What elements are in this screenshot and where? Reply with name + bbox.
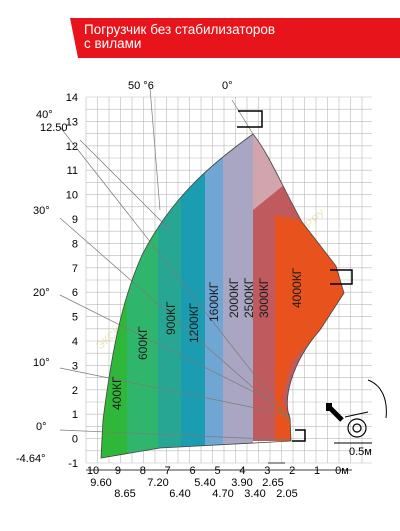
x-tick-label: 8 <box>140 465 146 477</box>
angle-20: 20° <box>33 287 50 299</box>
y-tick-label: 4 <box>72 336 78 348</box>
reach-6-40: 6.40 <box>169 488 190 500</box>
reach-3-40: 3.40 <box>244 488 265 500</box>
zone-400 <box>101 134 127 458</box>
x-tick-label: 4 <box>239 465 245 477</box>
zone-2000 <box>223 134 253 458</box>
reach-8-65: 8.65 <box>114 488 135 500</box>
reach-5-40: 5.40 <box>194 477 215 489</box>
chart-title: Погрузчик без стабилизаторов с вилами <box>84 22 276 51</box>
y-tick-label: -1 <box>68 458 78 470</box>
y-tick-label: 7 <box>72 263 78 275</box>
zone-label-4000: 4000КГ <box>290 267 304 308</box>
reach-labels: 9.60 8.65 7.20 6.40 5.40 4.70 3.90 3.40 … <box>90 477 297 500</box>
x-tick-label: 9 <box>115 465 121 477</box>
zone-label-1600: 1600КГ <box>207 281 221 322</box>
x-tick-label: 2 <box>289 465 295 477</box>
x-tick-label: 5 <box>214 465 220 477</box>
y-tick-label: 6 <box>72 287 78 299</box>
angle-top-zero: 0° <box>222 80 233 92</box>
x-tick-label: 0м <box>335 465 349 477</box>
reach-2-65: 2.65 <box>262 477 283 489</box>
fork-markers <box>237 110 353 442</box>
zone-label-2000: 2000КГ <box>227 277 241 318</box>
max-height-label: 12.50 <box>40 122 68 134</box>
x-tick-label: 1 <box>314 465 320 477</box>
y-tick-label: 0 <box>72 434 78 446</box>
zone-1600 <box>205 134 223 458</box>
scale-label: 0.5м <box>349 446 372 458</box>
angle-top-fifty: 50 °6 <box>128 80 154 92</box>
angle-10: 10° <box>33 357 50 369</box>
angle-40: 40° <box>36 109 53 121</box>
reach-2-05: 2.05 <box>276 488 297 500</box>
x-tick-label: 6 <box>190 465 196 477</box>
zone-label-3000: 3000КГ <box>257 277 271 318</box>
reach-4-70: 4.70 <box>212 488 233 500</box>
envelope-outline <box>100 133 345 459</box>
y-tick-label: 12 <box>66 141 78 153</box>
x-tick-label: 3 <box>264 465 270 477</box>
y-tick-label: 2 <box>72 385 78 397</box>
zone-label-1200: 1200КГ <box>187 302 201 343</box>
zone-4000 <box>275 215 344 441</box>
zone-label-900: 900КГ <box>164 301 178 335</box>
x-tick-label: 7 <box>165 465 171 477</box>
angle-labels: 40° 30° 20° 10° 0° 0° 50 °6 12.50 -4.64° <box>16 80 233 465</box>
x-axis-ruler <box>86 462 352 471</box>
zone-600 <box>127 134 158 458</box>
reach-7-20: 7.20 <box>147 477 168 489</box>
min-depth-label: -4.64° <box>16 453 45 465</box>
zone-label-2500: 2500КГ <box>242 277 256 318</box>
y-tick-label: 1 <box>72 409 78 421</box>
reach-9-60: 9.60 <box>90 477 111 489</box>
angle-30: 30° <box>33 205 50 217</box>
y-tick-label: 9 <box>72 214 78 226</box>
y-tick-label: 13 <box>66 116 78 128</box>
angle-0: 0° <box>36 421 47 433</box>
reach-3-90: 3.90 <box>231 477 252 489</box>
y-tick-label: 3 <box>72 360 78 372</box>
x-axis-ticks: 10 9 8 7 6 5 4 3 2 1 0м <box>87 465 349 477</box>
loader-icon <box>326 379 387 438</box>
y-tick-label: 8 <box>72 238 78 250</box>
zone-900 <box>158 134 181 458</box>
header-banner: Погрузчик без стабилизаторов с вилами <box>70 18 400 58</box>
x-tick-label: 10 <box>87 465 99 477</box>
zone-labels: 400КГ 600КГ 900КГ 1200КГ 1600КГ 2000КГ 2… <box>110 267 304 410</box>
zone-label-400: 400КГ <box>110 376 124 410</box>
y-tick-label: 5 <box>72 312 78 324</box>
angle-lines <box>59 87 291 441</box>
zone-label-600: 600КГ <box>136 326 150 360</box>
y-tick-label: 11 <box>67 165 78 177</box>
y-tick-label: 14 <box>66 92 78 104</box>
zone-1200 <box>181 134 205 458</box>
y-tick-label: 10 <box>66 190 78 202</box>
